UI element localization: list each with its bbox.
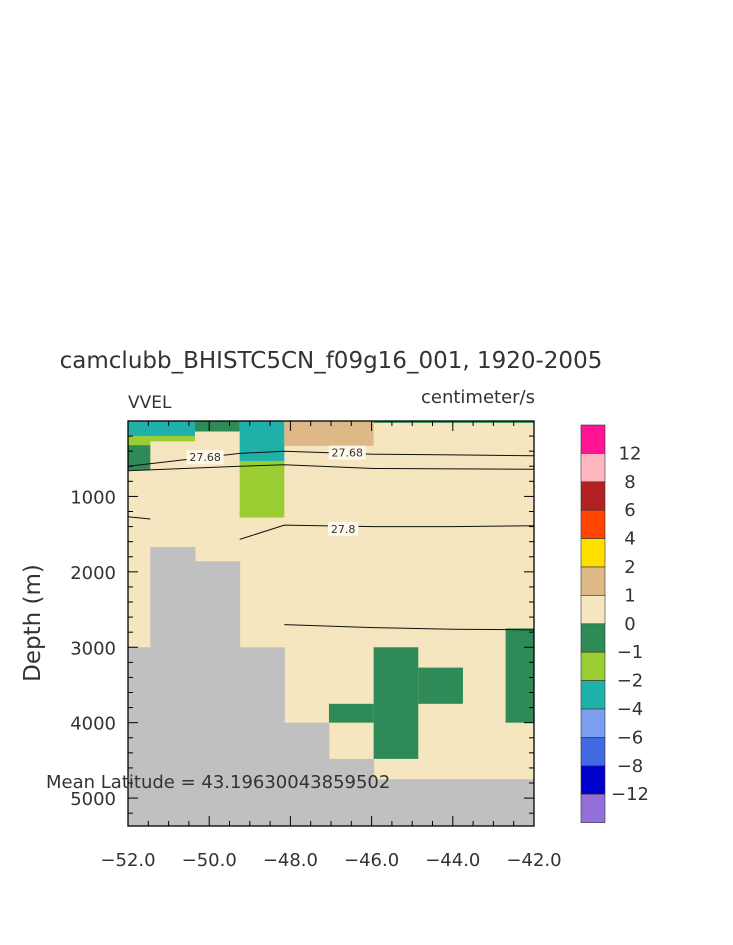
- contour-lines: 27.68 27.68 27.8: [127, 445, 535, 631]
- colorbar-label: −2: [617, 671, 644, 692]
- colorbar-swatch: [580, 595, 606, 625]
- colorbar-label: 1: [624, 585, 635, 606]
- x-tick-label: −44.0: [425, 850, 480, 871]
- colorbar-swatch: [580, 793, 606, 823]
- land-block: [284, 722, 330, 826]
- heatmap-cell: [128, 445, 151, 471]
- colorbar-label: −6: [617, 727, 644, 748]
- contour-line: [239, 524, 535, 540]
- axis-ticks: −52.0 −50.0 −48.0 −46.0 −44.0 −42.0 1000 2000 30…: [70, 421, 562, 871]
- land-block: [128, 647, 151, 826]
- colorbar-swatch: [580, 538, 606, 568]
- contour-label: 27.68: [189, 451, 221, 464]
- y-tick-label: 5000: [70, 789, 116, 810]
- colorbar-swatch: [580, 453, 606, 483]
- mean-latitude-annotation: Mean Latitude = 43.19630043859502: [46, 772, 390, 793]
- colorbar-label: −4: [617, 699, 644, 720]
- chart-title: camclubb_BHISTC5CN_f09g16_001, 1920-2005: [60, 348, 603, 374]
- colorbar-label: 0: [624, 614, 635, 635]
- colorbar-swatch: [580, 623, 606, 653]
- x-tick-label: −48.0: [263, 850, 318, 871]
- x-tick-label: −46.0: [344, 850, 399, 871]
- colorbar-swatch: [580, 737, 606, 767]
- y-tick-label: 3000: [70, 638, 116, 659]
- heatmap-cell: [128, 436, 151, 446]
- colorbar-swatch: [580, 765, 606, 795]
- colorbar-swatch: [580, 680, 606, 710]
- land-block: [194, 561, 241, 826]
- colorbar-swatch: [580, 708, 606, 738]
- land-block: [239, 647, 285, 826]
- y-axis-label: Depth (m): [20, 564, 46, 682]
- heatmap-cell: [194, 421, 240, 432]
- colorbar-label: −12: [611, 784, 649, 805]
- contour-line: [127, 516, 151, 520]
- contour-label: 27.68: [331, 447, 363, 460]
- heatmap-cell: [328, 703, 374, 723]
- heatmap-cell: [194, 431, 240, 442]
- heatmap-cell: [418, 667, 463, 704]
- colorbar-swatch: [580, 566, 606, 596]
- y-tick-label: 2000: [70, 563, 116, 584]
- y-tick-label: 4000: [70, 714, 116, 735]
- x-tick-label: −52.0: [100, 850, 155, 871]
- land-block: [150, 546, 196, 826]
- colorbar-label: 2: [624, 557, 635, 578]
- heatmap-cell: [505, 628, 534, 723]
- y-tick-label: 1000: [70, 487, 116, 508]
- land-mask: [128, 546, 535, 826]
- contour-line: [127, 464, 535, 472]
- land-block: [373, 779, 535, 826]
- heatmap-cell: [150, 436, 195, 442]
- heatmap-cell: [239, 460, 285, 518]
- contour-label: 27.8: [331, 523, 356, 536]
- heatmap-cell: [239, 421, 285, 461]
- colorbar-label: 4: [624, 529, 635, 550]
- variable-label: VVEL: [128, 393, 172, 413]
- plot-area: 27.68 27.68 27.8 −52.0 −50.0 −48.0 −46.0 −44.0…: [70, 420, 562, 871]
- heatmap-cell: [284, 421, 374, 446]
- colorbar-label: 6: [624, 500, 635, 521]
- colorbar: 12 8 6 4 2 1 0 −1 −2 −4 −6 −8 −12: [580, 424, 649, 823]
- heatmap-cell: [128, 421, 195, 437]
- colorbar-swatch: [580, 509, 606, 539]
- heatmap-cell: [373, 421, 534, 423]
- contour-line: [284, 624, 535, 631]
- x-tick-label: −42.0: [506, 850, 561, 871]
- colorbar-label: 8: [624, 472, 635, 493]
- contour-label-bg: [186, 450, 224, 465]
- colorbar-swatch: [580, 481, 606, 511]
- heatmap-cells: [128, 421, 534, 759]
- colorbar-label: −1: [617, 642, 644, 663]
- colorbar-label: −8: [617, 756, 644, 777]
- contour-label-bg: [327, 521, 359, 536]
- colorbar-swatch: [580, 651, 606, 681]
- units-label: centimeter/s: [421, 387, 535, 408]
- heatmap-cell: [373, 647, 419, 759]
- land-block: [328, 758, 375, 826]
- x-tick-label: −50.0: [182, 850, 237, 871]
- colorbar-label: 12: [619, 443, 642, 464]
- contour-label-bg: [328, 445, 366, 460]
- colorbar-swatch: [580, 424, 606, 454]
